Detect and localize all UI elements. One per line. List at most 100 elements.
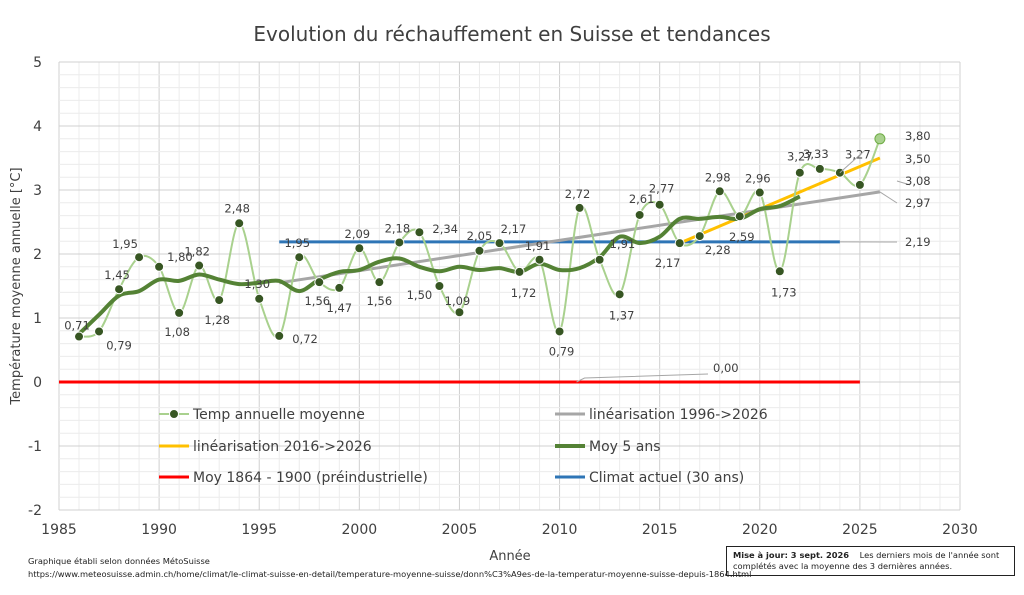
legend-label: linéarisation 1996->2026 — [589, 407, 768, 423]
x-tick-label: 2020 — [742, 522, 778, 538]
data-label: 1,28 — [204, 313, 230, 327]
data-label: 1,82 — [184, 245, 210, 259]
leader-line — [879, 191, 898, 204]
data-label: 1,72 — [511, 286, 537, 300]
data-label: 1,91 — [610, 237, 636, 251]
data-label: 1,95 — [284, 236, 310, 250]
data-point — [534, 254, 545, 265]
update-note: Les derniers mois de l'année sont complé… — [733, 550, 1000, 571]
data-label: 1,56 — [367, 294, 393, 308]
x-tick-label: 2000 — [342, 522, 378, 538]
data-point — [134, 252, 145, 263]
series-layer — [59, 133, 886, 384]
data-label: 1,30 — [244, 277, 270, 291]
data-label: 2,28 — [705, 243, 731, 257]
data-point — [434, 281, 445, 291]
data-label: 2,77 — [649, 182, 675, 196]
data-point — [274, 330, 285, 341]
data-point — [154, 261, 165, 272]
data-label: 1,47 — [327, 301, 353, 315]
data-label: 0,72 — [292, 332, 318, 346]
data-point — [854, 179, 865, 190]
data-label: 2,17 — [655, 256, 681, 270]
data-labels: 0,71 0,79 1,45 1,95 1,80 1,08 1,82 1,28 2,48 1,30… — [64, 129, 931, 383]
data-point — [234, 218, 245, 229]
series-line-5yr — [77, 194, 801, 336]
data-point — [754, 187, 765, 198]
data-point — [574, 202, 585, 213]
data-point — [394, 237, 405, 248]
data-point — [514, 266, 525, 277]
data-label: 2,61 — [629, 192, 655, 206]
data-point — [334, 282, 345, 293]
x-tick-label: 1990 — [141, 522, 177, 538]
data-label: 3,27 — [845, 148, 871, 162]
y-tick-label: 5 — [33, 55, 42, 71]
data-label: 1,09 — [445, 294, 471, 308]
source-url: https://www.meteosuisse.admin.ch/home/cl… — [28, 569, 752, 579]
data-point — [254, 293, 265, 304]
data-label: 2,09 — [345, 227, 371, 241]
data-point — [494, 238, 505, 249]
data-point — [74, 331, 85, 342]
source-note: Graphique établi selon données MétoSuiss… — [28, 555, 751, 581]
data-label: 2,48 — [224, 201, 250, 215]
x-tick-label: 2010 — [542, 522, 578, 538]
data-point — [734, 211, 745, 222]
x-axis-label: Année — [489, 549, 530, 564]
x-tick-label: 1995 — [241, 522, 277, 538]
data-label: 2,97 — [905, 196, 931, 210]
data-label: 3,08 — [905, 174, 931, 188]
data-point — [874, 133, 886, 145]
legend-label: Climat actuel (30 ans) — [589, 470, 744, 486]
data-label: 2,05 — [467, 229, 493, 243]
data-label: 0,00 — [713, 361, 739, 375]
data-label: 0,71 — [64, 319, 90, 333]
y-tick-label: -1 — [28, 439, 42, 455]
data-point — [174, 307, 185, 318]
data-point — [194, 260, 205, 271]
data-label: 1,08 — [164, 325, 190, 339]
data-label: 1,56 — [304, 294, 330, 308]
data-label: 3,80 — [905, 129, 931, 143]
data-point — [214, 295, 225, 306]
data-label: 1,50 — [407, 288, 433, 302]
data-label: 0,79 — [106, 338, 132, 352]
data-label: 1,91 — [525, 239, 551, 253]
y-axis-label: Température moyenne annuelle [°C] — [9, 167, 24, 405]
legend-label: Moy 5 ans — [589, 439, 660, 455]
data-point — [694, 231, 705, 242]
leader-line — [896, 180, 911, 186]
x-tick-label: 2030 — [942, 522, 978, 538]
legend-label: linéarisation 2016->2026 — [193, 439, 372, 455]
data-label: 2,18 — [385, 221, 411, 235]
data-label: 2,17 — [501, 222, 527, 236]
data-label: 2,72 — [565, 187, 591, 201]
data-label: 1,95 — [112, 237, 138, 251]
source-line-1: Graphique établi selon données MétoSuiss… — [28, 556, 210, 566]
data-point — [94, 326, 105, 337]
legend-marker — [169, 409, 179, 419]
y-tick-label: 4 — [33, 119, 42, 135]
chart-title: Evolution du réchauffement en Suisse et … — [253, 22, 770, 46]
data-point — [614, 289, 625, 300]
data-point — [794, 167, 805, 178]
data-point — [374, 277, 385, 288]
data-point — [554, 326, 565, 337]
data-point — [654, 199, 665, 210]
data-label: 3,33 — [803, 147, 829, 161]
update-box: Mise à jour: 3 sept. 2026 Les derniers m… — [726, 546, 1015, 576]
leader-line — [839, 149, 866, 174]
data-point — [454, 307, 465, 318]
update-label: Mise à jour: 3 sept. 2026 — [733, 550, 850, 560]
data-point — [814, 163, 825, 174]
y-tick-label: 0 — [33, 375, 42, 391]
y-tick-label: 1 — [33, 311, 42, 327]
x-tick-label: 2015 — [642, 522, 678, 538]
data-point — [314, 277, 325, 288]
data-label: 1,45 — [104, 268, 130, 282]
data-label: 2,98 — [705, 170, 731, 184]
y-tick-label: 3 — [33, 183, 42, 199]
data-label: 1,73 — [771, 285, 797, 299]
